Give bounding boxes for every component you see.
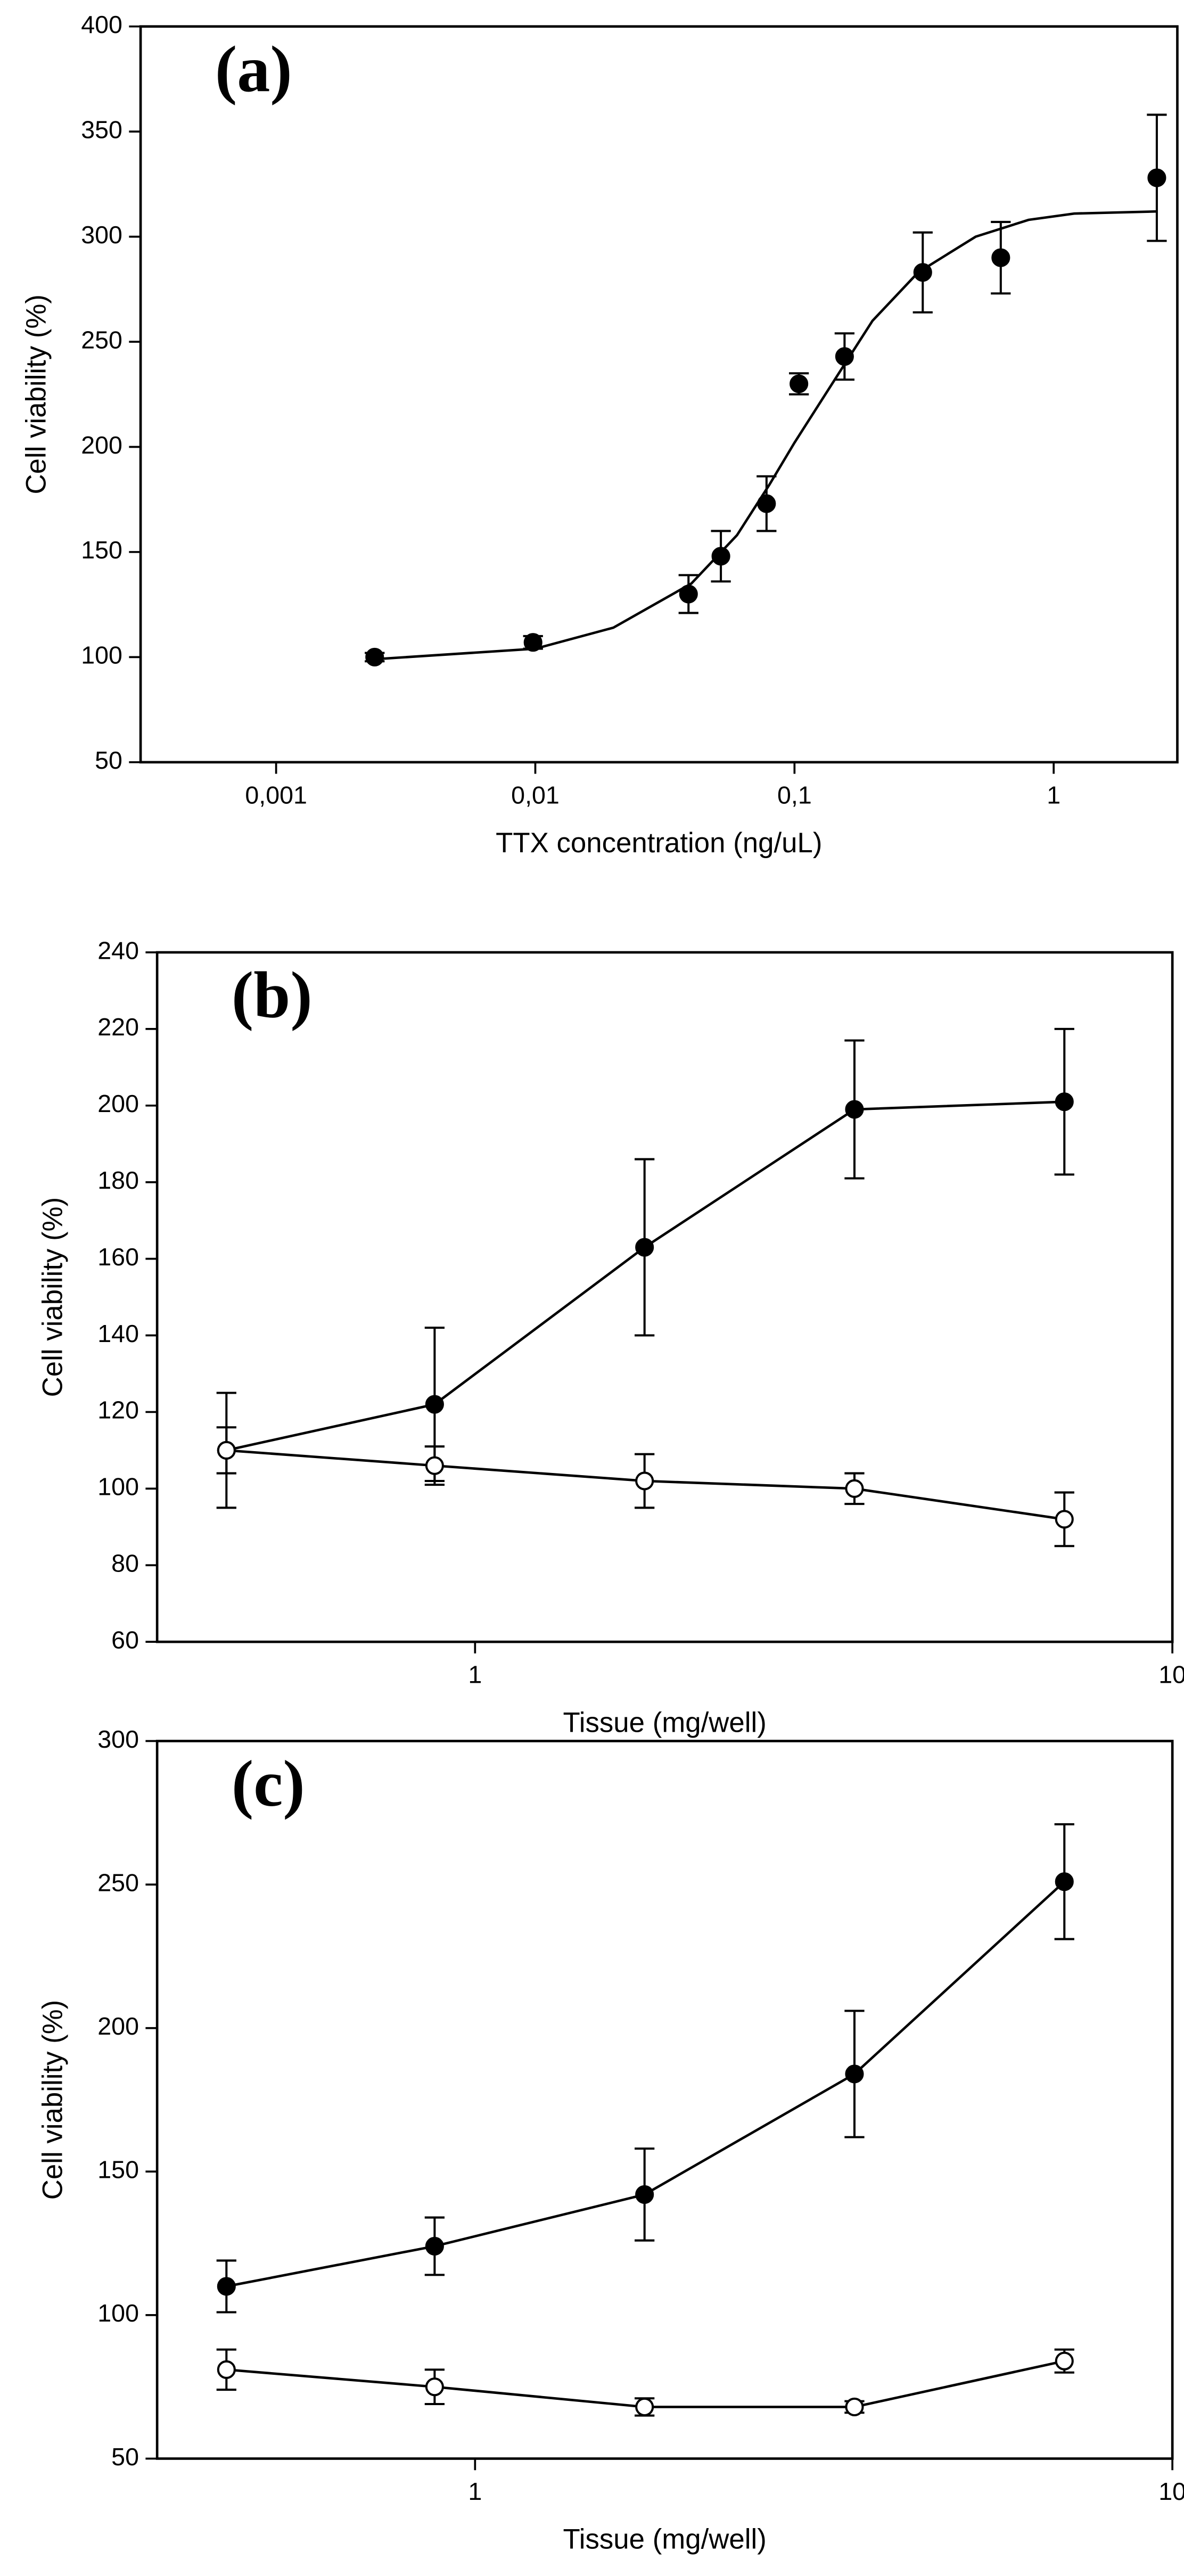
x-tick-label: 10 bbox=[1158, 1661, 1184, 1689]
x-axis-label: TTX concentration (ng/uL) bbox=[496, 827, 822, 859]
fit-curve bbox=[374, 210, 1157, 661]
y-tick-label: 100 bbox=[81, 641, 122, 669]
plot-frame bbox=[155, 1740, 1174, 2460]
data-point bbox=[1147, 168, 1166, 187]
x-tick-label: 10 bbox=[1158, 2478, 1184, 2505]
data-point bbox=[425, 2236, 444, 2256]
y-tick-label: 220 bbox=[97, 1013, 139, 1041]
y-tick-label: 60 bbox=[111, 1626, 139, 1653]
y-tick-label: 250 bbox=[97, 1869, 139, 1896]
y-tick-label: 200 bbox=[81, 431, 122, 459]
data-point bbox=[365, 647, 384, 666]
data-point bbox=[635, 2185, 654, 2204]
x-tick-label: 1 bbox=[468, 1661, 482, 1689]
y-tick-label: 250 bbox=[81, 326, 122, 353]
y-tick-label: 350 bbox=[81, 116, 122, 143]
data-point bbox=[991, 248, 1010, 267]
data-point bbox=[425, 2377, 444, 2397]
y-tick-label: 150 bbox=[81, 536, 122, 564]
x-axis-label: Tissue (mg/well) bbox=[563, 2524, 766, 2555]
y-tick-label: 200 bbox=[97, 2012, 139, 2040]
y-axis-label: Cell viability (%) bbox=[37, 2000, 69, 2200]
x-tick-label: 0,001 bbox=[245, 781, 307, 809]
x-axis-label: Tissue (mg/well) bbox=[563, 1707, 766, 1738]
y-tick-label: 50 bbox=[95, 746, 122, 774]
data-point bbox=[790, 374, 809, 393]
data-point bbox=[711, 547, 730, 566]
data-point bbox=[425, 1456, 444, 1475]
y-tick-label: 300 bbox=[81, 221, 122, 249]
y-tick-label: 400 bbox=[81, 11, 122, 38]
data-point bbox=[845, 1100, 864, 1119]
panel-label: (b) bbox=[232, 958, 313, 1032]
panel-label: (c) bbox=[232, 1747, 305, 1820]
data-point bbox=[217, 2360, 236, 2379]
data-point bbox=[845, 2397, 864, 2416]
y-tick-label: 300 bbox=[97, 1725, 139, 1753]
plot-frame bbox=[139, 25, 1179, 764]
data-point bbox=[217, 1441, 236, 1460]
data-point bbox=[1055, 1092, 1074, 1112]
data-point bbox=[217, 2277, 236, 2296]
y-axis-label: Cell viability (%) bbox=[37, 1197, 69, 1397]
y-tick-label: 80 bbox=[111, 1550, 139, 1577]
data-point bbox=[635, 2397, 654, 2416]
data-point bbox=[635, 1471, 654, 1491]
y-axis-label: Cell viability (%) bbox=[20, 294, 52, 495]
data-point bbox=[1055, 1872, 1074, 1891]
data-point bbox=[635, 1238, 654, 1257]
data-point bbox=[913, 263, 932, 282]
x-tick-label: 0,1 bbox=[777, 781, 812, 809]
plot-frame bbox=[155, 951, 1174, 1643]
x-tick-label: 1 bbox=[468, 2478, 482, 2505]
y-tick-label: 180 bbox=[97, 1166, 139, 1194]
x-tick-label: 0,01 bbox=[511, 781, 560, 809]
y-tick-label: 150 bbox=[97, 2156, 139, 2184]
y-tick-label: 240 bbox=[97, 936, 139, 964]
data-point bbox=[425, 1395, 444, 1414]
data-point bbox=[757, 494, 776, 513]
data-point bbox=[679, 585, 698, 604]
data-point bbox=[1055, 2351, 1074, 2371]
data-point bbox=[845, 1479, 864, 1498]
y-tick-label: 140 bbox=[97, 1320, 139, 1347]
x-tick-label: 1 bbox=[1047, 781, 1060, 809]
y-tick-label: 50 bbox=[111, 2443, 139, 2471]
panel-label: (a) bbox=[215, 32, 292, 105]
y-tick-label: 160 bbox=[97, 1243, 139, 1271]
y-tick-label: 120 bbox=[97, 1396, 139, 1424]
data-point bbox=[523, 633, 542, 652]
y-tick-label: 100 bbox=[97, 1473, 139, 1501]
data-point bbox=[845, 2064, 864, 2084]
y-tick-label: 200 bbox=[97, 1090, 139, 1117]
y-tick-label: 100 bbox=[97, 2299, 139, 2327]
data-point bbox=[835, 347, 854, 366]
data-point bbox=[1055, 1510, 1074, 1529]
